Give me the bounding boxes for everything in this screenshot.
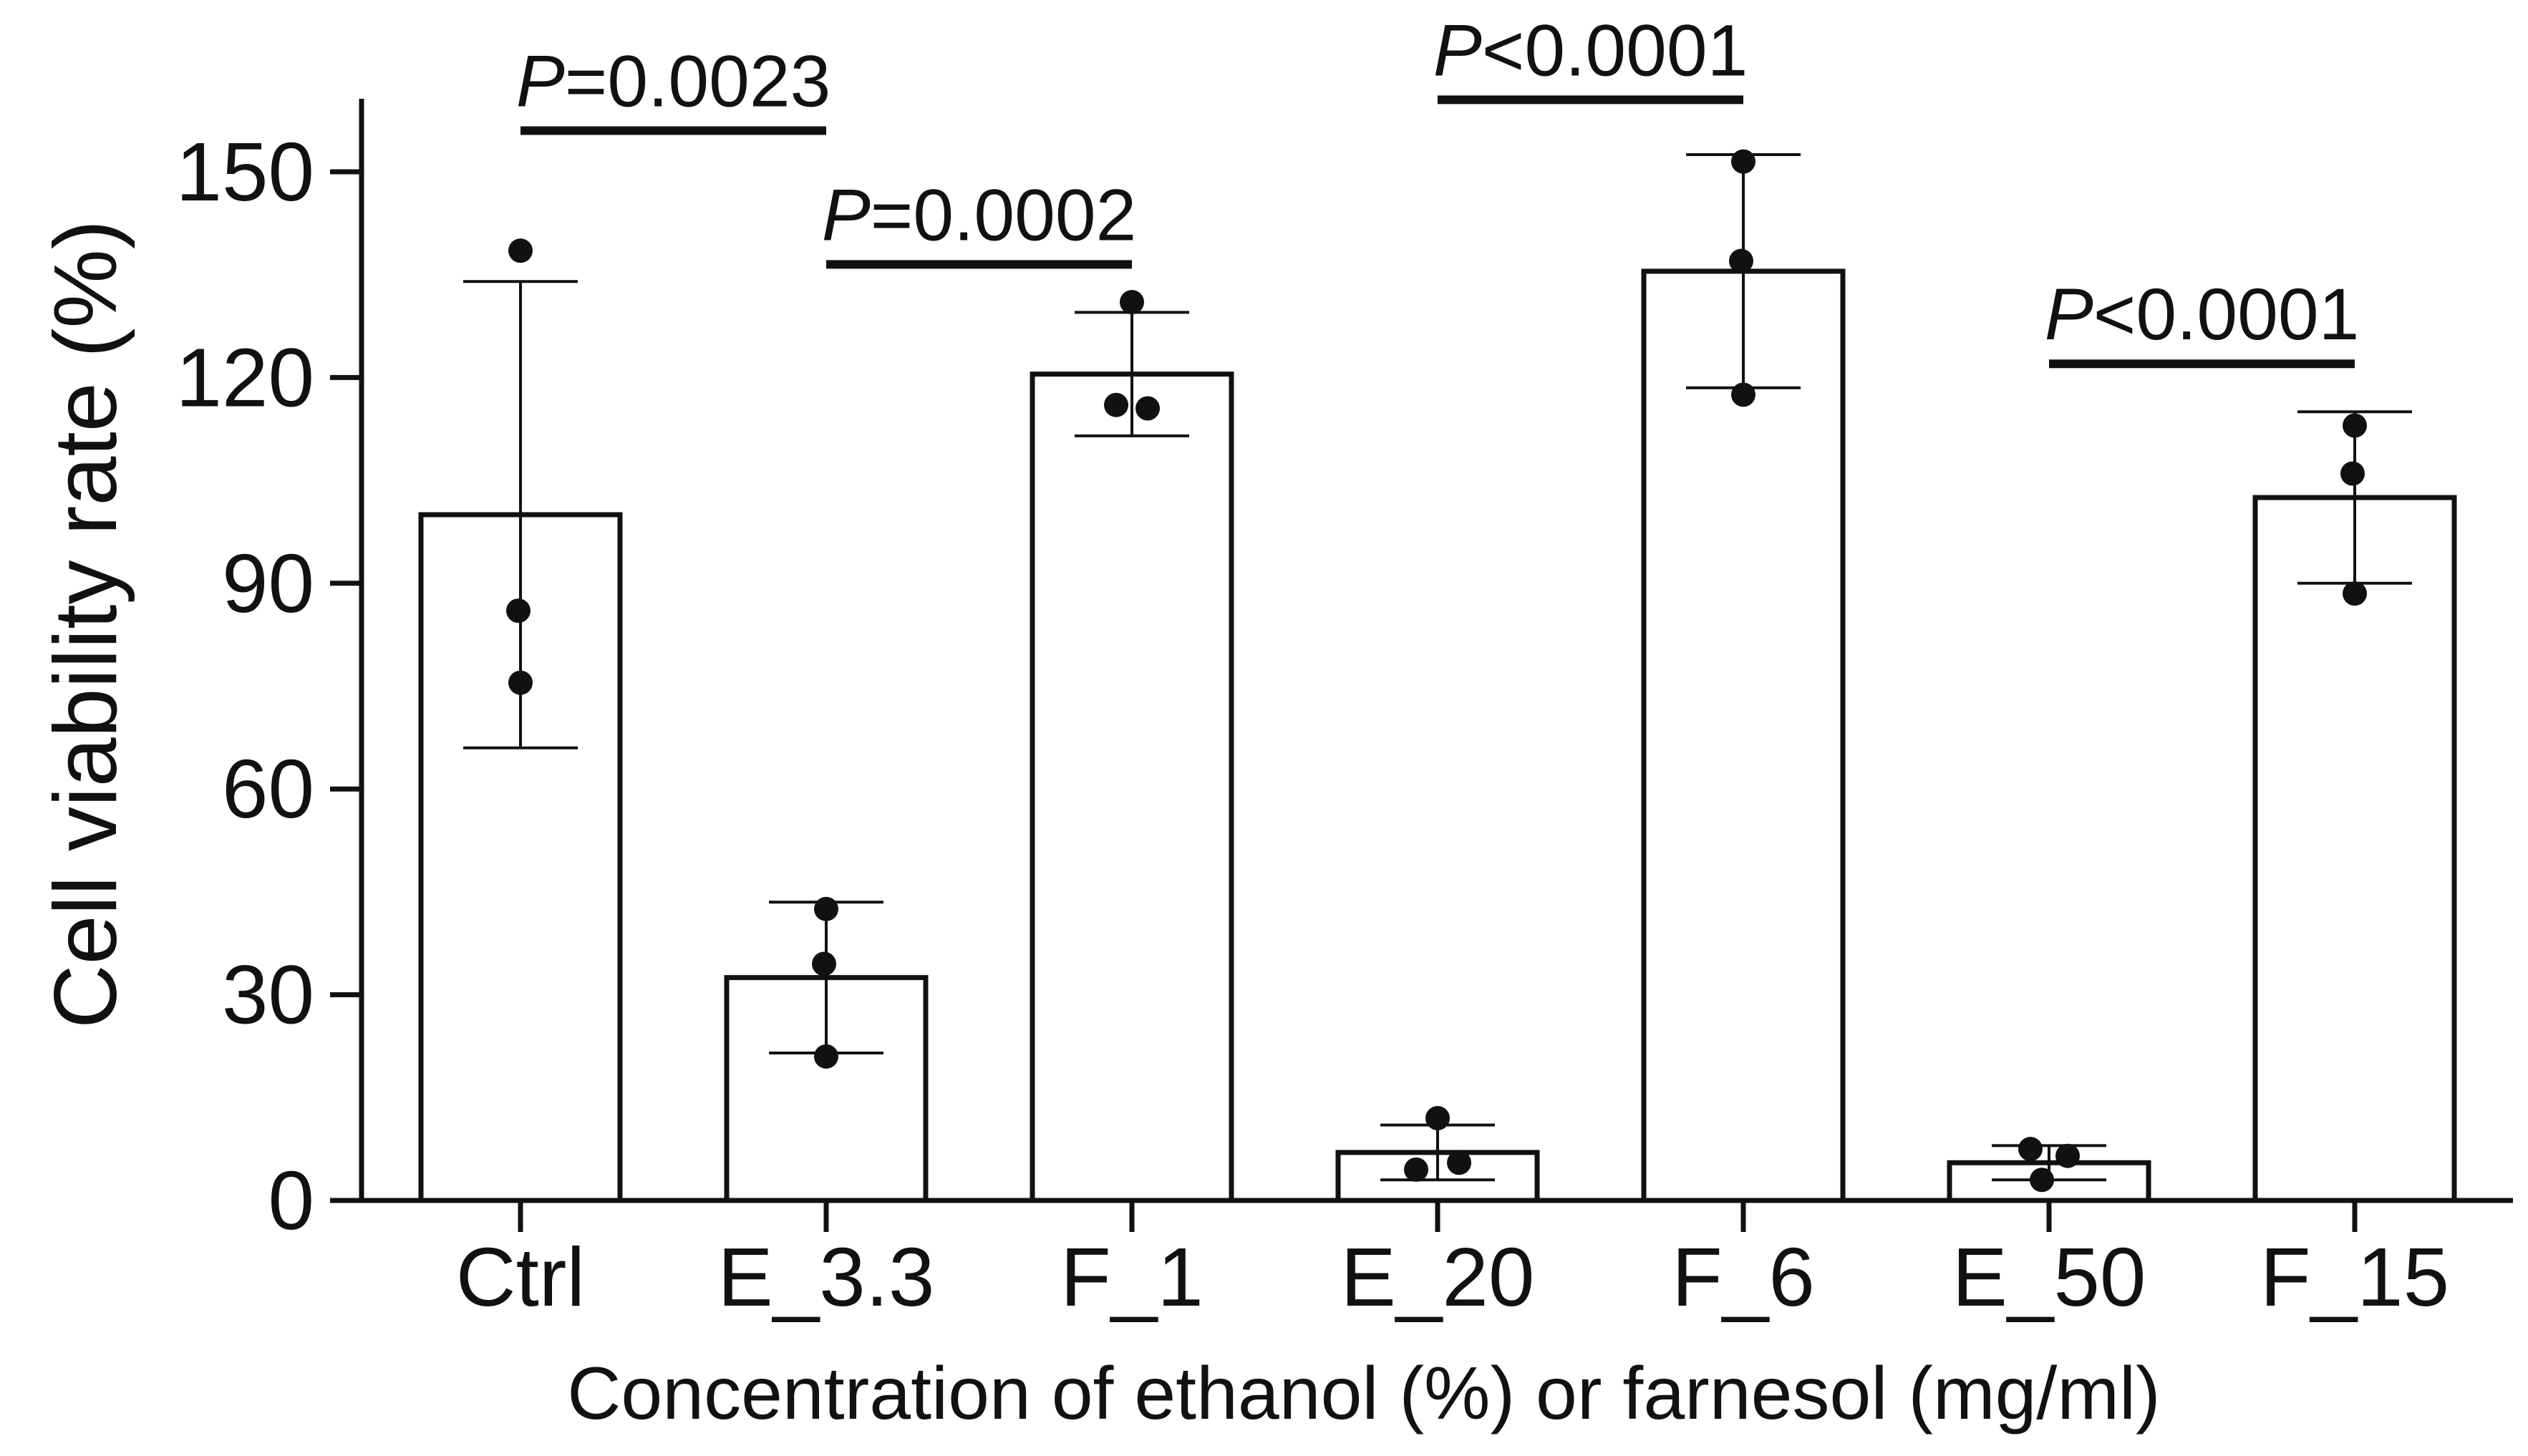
p-value: =0.0023 <box>565 41 831 122</box>
bar <box>1641 268 1846 1203</box>
data-point <box>1404 1157 1428 1182</box>
y-tick-label: 60 <box>222 742 314 835</box>
data-point <box>1731 149 1755 174</box>
data-point <box>1731 382 1755 407</box>
data-point <box>2340 461 2365 486</box>
p-symbol: P <box>822 174 871 256</box>
bars-layer <box>418 268 2457 1203</box>
y-tick-label: 0 <box>268 1154 314 1247</box>
data-point <box>508 238 533 263</box>
data-point <box>1729 248 1753 273</box>
y-tick-label: 90 <box>222 537 314 630</box>
data-point <box>1120 290 1144 315</box>
data-point <box>2343 413 2367 438</box>
significance-label: P<0.0001 <box>2045 273 2360 355</box>
significance-label: P<0.0001 <box>1433 9 1748 91</box>
data-point <box>812 951 836 976</box>
bar <box>1030 372 1234 1203</box>
data-point <box>1104 392 1128 417</box>
data-point <box>814 1044 838 1069</box>
y-ticks-layer: 0 30 60 90 120 150 <box>175 125 362 1247</box>
y-axis-title: Cell viability rate (%) <box>37 220 135 1029</box>
data-point <box>508 670 533 695</box>
error-bars-layer <box>463 153 2412 1182</box>
x-ticks-layer: Ctrl E_3.3 F_1 E_20 F_6 E_50 F_15 <box>456 1200 2449 1324</box>
p-value: <0.0001 <box>2093 273 2360 355</box>
y-tick-label: 150 <box>175 125 314 218</box>
x-tick-label: F_6 <box>1672 1231 1815 1324</box>
data-point <box>506 598 531 623</box>
x-axis-title: Concentration of ethanol (%) or farnesol… <box>567 1352 2160 1435</box>
p-symbol: P <box>2045 273 2093 355</box>
y-tick-label: 120 <box>175 331 314 424</box>
significance-label: P=0.0002 <box>822 174 1137 256</box>
x-tick-label: E_20 <box>1341 1231 1535 1324</box>
x-tick-label: Ctrl <box>456 1231 585 1324</box>
x-tick-label: E_50 <box>1952 1231 2146 1324</box>
significance-label: P=0.0023 <box>516 41 831 122</box>
p-symbol: P <box>516 41 565 122</box>
data-point <box>1425 1106 1450 1131</box>
p-symbol: P <box>1433 9 1482 91</box>
points-layer <box>506 149 2367 1193</box>
data-point <box>2343 581 2367 606</box>
axes-layer <box>359 99 2513 1203</box>
data-point <box>2018 1137 2043 1162</box>
y-tick-label: 30 <box>222 948 314 1042</box>
p-value: =0.0002 <box>871 174 1137 256</box>
x-tick-label: E_3.3 <box>717 1231 934 1324</box>
p-value: <0.0001 <box>1482 9 1748 91</box>
data-point <box>2055 1143 2080 1168</box>
data-point <box>814 896 838 921</box>
data-point <box>1135 396 1160 421</box>
data-point <box>1447 1150 1471 1175</box>
x-tick-label: F_15 <box>2260 1231 2449 1324</box>
x-tick-label: F_1 <box>1060 1231 1204 1324</box>
data-point <box>2030 1168 2054 1193</box>
